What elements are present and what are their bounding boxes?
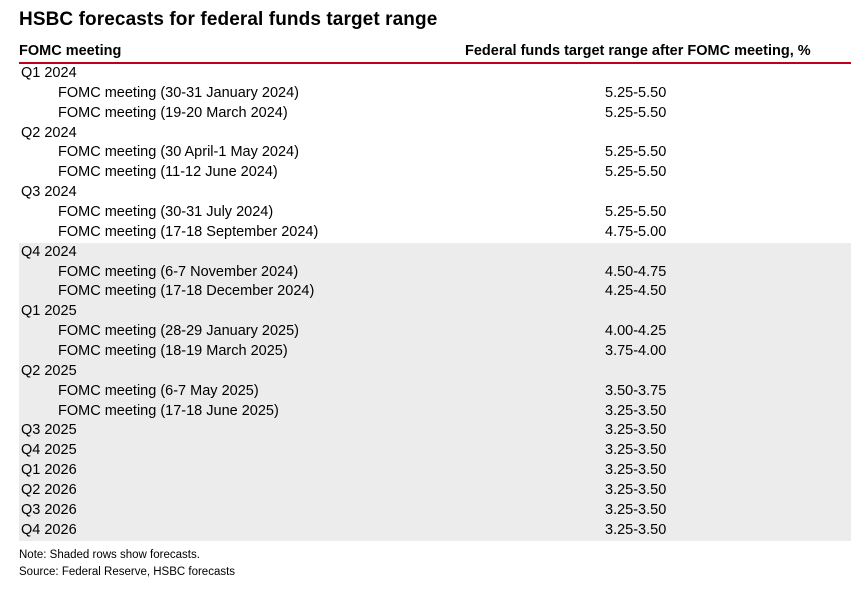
row-value: 3.50-3.75: [605, 382, 667, 399]
row-value: 3.25-3.50: [605, 501, 667, 518]
table-row-period: Q4 2026 3.25-3.50: [19, 520, 851, 541]
table-row-meeting: FOMC meeting (17-18 September 2024) 4.75-…: [19, 223, 851, 243]
table-row-meeting: FOMC meeting (11-12 June 2024) 5.25-5.50: [19, 163, 851, 183]
table-title: HSBC forecasts for federal funds target …: [19, 9, 438, 30]
table-row-meeting: FOMC meeting (6-7 November 2024) 4.50-4.7…: [19, 262, 851, 283]
table-row-period: Q2 2024: [19, 124, 851, 144]
table-row-meeting: FOMC meeting (30-31 July 2024) 5.25-5.50: [19, 203, 851, 223]
table-row-period: Q3 2026 3.25-3.50: [19, 500, 851, 521]
row-label: FOMC meeting (6-7 November 2024): [58, 263, 299, 280]
row-value: 5.25-5.50: [605, 204, 667, 221]
row-label: FOMC meeting (28-29 January 2025): [58, 323, 299, 340]
row-value: 3.25-3.50: [605, 462, 667, 479]
source-note: Source: Federal Reserve, HSBC forecasts: [19, 566, 236, 578]
row-value: 4.00-4.25: [605, 323, 667, 340]
table-row-period: Q2 2026 3.25-3.50: [19, 481, 851, 501]
table-row-period: Q1 2024: [19, 64, 851, 84]
table-row-period: Q3 2025 3.25-3.50: [19, 421, 851, 442]
row-label: FOMC meeting (19-20 March 2024): [58, 104, 288, 121]
table-row-meeting: FOMC meeting (17-18 December 2024) 4.25-4…: [19, 282, 851, 303]
row-label: FOMC meeting (17-18 June 2025): [58, 402, 279, 419]
row-value: 3.25-3.50: [605, 442, 667, 459]
row-label: Q3 2026: [21, 501, 77, 518]
row-value: 3.25-3.50: [605, 402, 667, 419]
row-value: 3.25-3.50: [605, 482, 667, 499]
table-row-meeting: FOMC meeting (30-31 January 2024) 5.25-5.…: [19, 84, 851, 104]
row-value: 3.25-3.50: [605, 422, 667, 439]
header-fomc-meeting: FOMC meeting: [19, 43, 122, 59]
row-label: Q2 2024: [21, 124, 77, 141]
table-row-meeting: FOMC meeting (6-7 May 2025) 3.50-3.75: [19, 381, 851, 402]
table-row-period: Q4 2024: [19, 242, 851, 263]
row-label: FOMC meeting (6-7 May 2025): [58, 382, 259, 399]
table-header: FOMC meeting Federal funds target range …: [19, 43, 851, 63]
row-label: FOMC meeting (17-18 December 2024): [58, 283, 315, 300]
table-row-meeting: FOMC meeting (28-29 January 2025) 4.00-4.…: [19, 322, 851, 343]
row-label: FOMC meeting (11-12 June 2024): [58, 164, 278, 181]
row-label: Q3 2024: [21, 184, 77, 201]
row-label: FOMC meeting (30-31 July 2024): [58, 204, 274, 221]
row-label: FOMC meeting (30-31 January 2024): [58, 84, 299, 101]
table-row-meeting: FOMC meeting (17-18 June 2025) 3.25-3.50: [19, 401, 851, 422]
row-label: Q1 2024: [21, 65, 77, 81]
header-rule: [19, 62, 851, 64]
row-label: Q4 2026: [21, 521, 77, 538]
row-label: FOMC meeting (17-18 September 2024): [58, 223, 319, 240]
row-label: Q1 2026: [21, 462, 77, 479]
row-value: 4.25-4.50: [605, 283, 667, 300]
row-value: 5.25-5.50: [605, 164, 667, 181]
row-value: 5.25-5.50: [605, 144, 667, 161]
row-label: Q2 2026: [21, 482, 77, 499]
row-label: Q4 2024: [21, 243, 77, 260]
row-label: Q1 2025: [21, 303, 77, 320]
row-label: Q3 2025: [21, 422, 77, 439]
row-value: 4.50-4.75: [605, 263, 667, 280]
header-target-range: Federal funds target range after FOMC me…: [465, 43, 811, 59]
table-row-period: Q1 2025: [19, 302, 851, 323]
row-label: Q4 2025: [21, 442, 77, 459]
forecast-table: Q1 2024 FOMC meeting (30-31 January 2024)…: [19, 64, 851, 541]
table-row-period: Q2 2025: [19, 361, 851, 382]
row-label: Q2 2025: [21, 362, 77, 379]
footnote: Note: Shaded rows show forecasts.: [19, 549, 200, 561]
table-row-meeting: FOMC meeting (30 April-1 May 2024) 5.25-5…: [19, 143, 851, 163]
row-value: 5.25-5.50: [605, 84, 667, 101]
row-label: FOMC meeting (30 April-1 May 2024): [58, 144, 299, 161]
row-label: FOMC meeting (18-19 March 2025): [58, 343, 288, 360]
row-value: 3.75-4.00: [605, 343, 667, 360]
table-row-meeting: FOMC meeting (18-19 March 2025) 3.75-4.00: [19, 342, 851, 362]
row-value: 5.25-5.50: [605, 104, 667, 121]
row-value: 3.25-3.50: [605, 521, 667, 538]
table-row-meeting: FOMC meeting (19-20 March 2024) 5.25-5.50: [19, 104, 851, 124]
table-row-period: Q4 2025 3.25-3.50: [19, 441, 851, 462]
table-row-period: Q3 2024: [19, 183, 851, 203]
table-row-period: Q1 2026 3.25-3.50: [19, 461, 851, 482]
row-value: 4.75-5.00: [605, 223, 667, 240]
